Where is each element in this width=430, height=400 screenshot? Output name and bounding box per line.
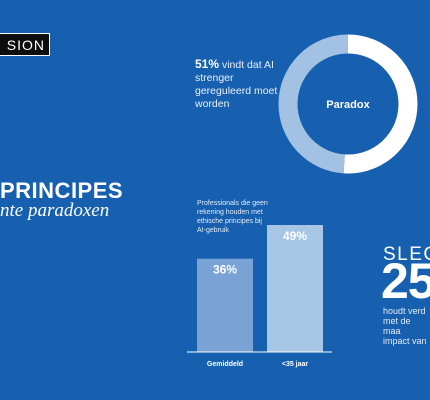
callout-word: SLEC: [383, 244, 430, 265]
bar-value-label-0: 36%: [213, 263, 237, 277]
bar-value-label-1: 49%: [283, 229, 307, 243]
donut-stat-description: vindt dat AI strenger gereguleerd moet w…: [195, 59, 278, 110]
headline-subtitle: nte paradoxen: [0, 200, 110, 221]
donut-slice-1: [278, 34, 418, 174]
bar-category-label-1: <35 jaar: [282, 361, 309, 368]
bar-category-label-0: Gemiddeld: [207, 361, 243, 368]
donut-chart: [278, 34, 418, 174]
section-tag: SION: [0, 33, 50, 56]
callout-text: houdt verd met de maa impact van: [383, 306, 427, 346]
donut-stat-percent: 51%: [195, 57, 220, 71]
bar-1: [267, 225, 323, 352]
headline-title: PRINCIPES: [0, 178, 124, 203]
bar-chart: 36% Gemiddeld 49% <35 jaar: [187, 225, 332, 368]
donut-center-label: Paradox: [326, 99, 370, 111]
callout-value: 25: [381, 253, 430, 309]
donut-stat-text: 51% vindt dat AI strenger gereguleerd mo…: [195, 58, 285, 111]
bar-chart-note: Professionals die geen rekening houden m…: [197, 200, 268, 234]
bar-0: [197, 258, 253, 352]
